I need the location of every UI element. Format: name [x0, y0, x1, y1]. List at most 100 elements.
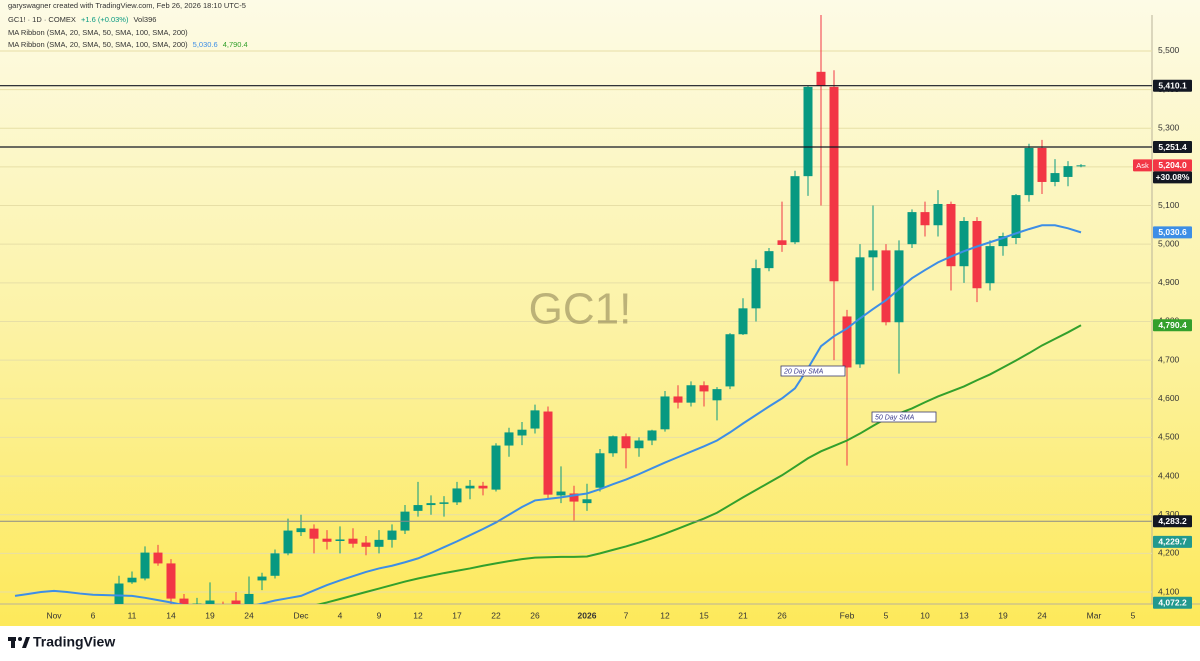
candle-body [478, 485, 488, 489]
candle-body [686, 385, 696, 403]
y-tick-label: 4,900 [1158, 277, 1180, 287]
price-tag-sub: +30.08% [1156, 172, 1190, 182]
candle-body [1037, 147, 1047, 182]
candle-body [257, 576, 267, 581]
x-tick-label: Mar [1087, 610, 1102, 620]
x-tick-label: 19 [998, 610, 1008, 620]
candle-body [1063, 166, 1073, 177]
price-tag [1153, 79, 1192, 92]
candle-body [335, 539, 345, 542]
legend-value: 4,790.4 [223, 40, 248, 49]
candle-body [166, 563, 176, 599]
x-tick-label: 13 [959, 610, 969, 620]
logo [8, 637, 30, 648]
price-tag [1153, 535, 1192, 548]
annotation: 20 Day SMA [783, 368, 824, 375]
brand: TradingView [33, 634, 115, 650]
y-tick-label: 5,500 [1158, 45, 1180, 55]
sma-line [14, 224, 1082, 604]
candle-body [946, 203, 956, 267]
watermark: GC1! [529, 285, 632, 334]
candle-body [777, 240, 787, 245]
candle-body [192, 603, 202, 604]
candle-body [738, 308, 748, 335]
candle-body [699, 385, 709, 392]
x-tick-label: 24 [1037, 610, 1047, 620]
y-tick-label: 4,600 [1158, 393, 1180, 403]
x-tick-label: 19 [205, 610, 215, 620]
price-tag-label: 4,229.7 [1158, 537, 1187, 547]
x-tick-label: 21 [738, 610, 748, 620]
y-tick-label: 4,100 [1158, 586, 1180, 596]
candle-body [712, 389, 722, 401]
y-tick-label: 4,700 [1158, 354, 1180, 364]
candle-body [153, 552, 163, 564]
symbol: GC1! · 1D · COMEX [8, 15, 76, 24]
candle-body [959, 220, 969, 267]
x-tick-label: 11 [128, 610, 137, 620]
price-tag-label: 4,790.4 [1158, 320, 1187, 330]
candle-body [465, 485, 475, 489]
candle-body [439, 502, 449, 504]
price-tag-label: 5,204.0 [1158, 160, 1187, 170]
x-tick-label: 4 [338, 610, 343, 620]
footer-bg [0, 626, 1200, 661]
candle-body [764, 251, 774, 269]
creator-line: garyswagner created with TradingView.com… [8, 1, 246, 10]
candle-body [114, 583, 124, 604]
candle-body [244, 593, 254, 604]
price-tag-sub-bg [1153, 171, 1192, 184]
annotation-box [780, 365, 846, 377]
x-tick-label: 6 [91, 610, 96, 620]
logo-shape [11, 637, 15, 648]
candle-body [803, 86, 813, 177]
x-tick-label: 26 [530, 610, 540, 620]
overlay: 4,1004,2004,3004,4004,5004,6004,7004,800… [46, 45, 1192, 620]
x-tick-label: 17 [452, 610, 462, 620]
y-tick-label: 5,000 [1158, 238, 1180, 248]
candle-body [530, 410, 540, 429]
grid [0, 50, 1152, 593]
x-tick-label: 15 [699, 610, 709, 620]
candle-body [621, 436, 631, 449]
y-tick-label: 4,200 [1158, 548, 1180, 558]
price-tag-prefix-bg [1133, 159, 1152, 172]
price-tag [1153, 515, 1192, 528]
candle-body [816, 71, 826, 86]
candle-body [322, 538, 332, 542]
candle-body [1024, 147, 1034, 196]
candle-body [283, 530, 293, 554]
candle-body [920, 212, 930, 226]
price-tag-label: 5,030.6 [1158, 227, 1187, 237]
candle-body [660, 396, 670, 430]
price-tag [1153, 159, 1192, 172]
candle-body [348, 538, 358, 544]
candle-body [842, 316, 852, 368]
logo-shape [22, 637, 30, 648]
x-tick-label: 5 [1131, 610, 1136, 620]
candle-body [933, 203, 943, 226]
x-tick-label: 2026 [578, 610, 597, 620]
price-tag-label: 5,410.1 [1158, 80, 1187, 90]
annotation: 50 Day SMA [875, 414, 915, 421]
candle-body [985, 246, 995, 284]
price-tag [1153, 226, 1192, 239]
candle-body [556, 491, 566, 496]
y-tick-label: 5,100 [1158, 200, 1180, 210]
price-tag-label: 4,283.2 [1158, 516, 1187, 526]
x-tick-label: 10 [920, 610, 930, 620]
x-tick-label: 14 [166, 610, 176, 620]
candle-body [374, 539, 384, 547]
candle-body [452, 488, 462, 503]
candle-body [205, 600, 215, 604]
candle-body [270, 553, 280, 576]
candle-body [1076, 165, 1086, 167]
candle-body [413, 505, 423, 511]
x-tick-label: Dec [293, 610, 309, 620]
candle-body [127, 577, 137, 583]
candle-body [829, 86, 839, 282]
sma-line [316, 324, 1082, 604]
legend-value: 5,030.6 [193, 40, 218, 49]
candle-body [608, 436, 618, 454]
candle-body [647, 430, 657, 441]
